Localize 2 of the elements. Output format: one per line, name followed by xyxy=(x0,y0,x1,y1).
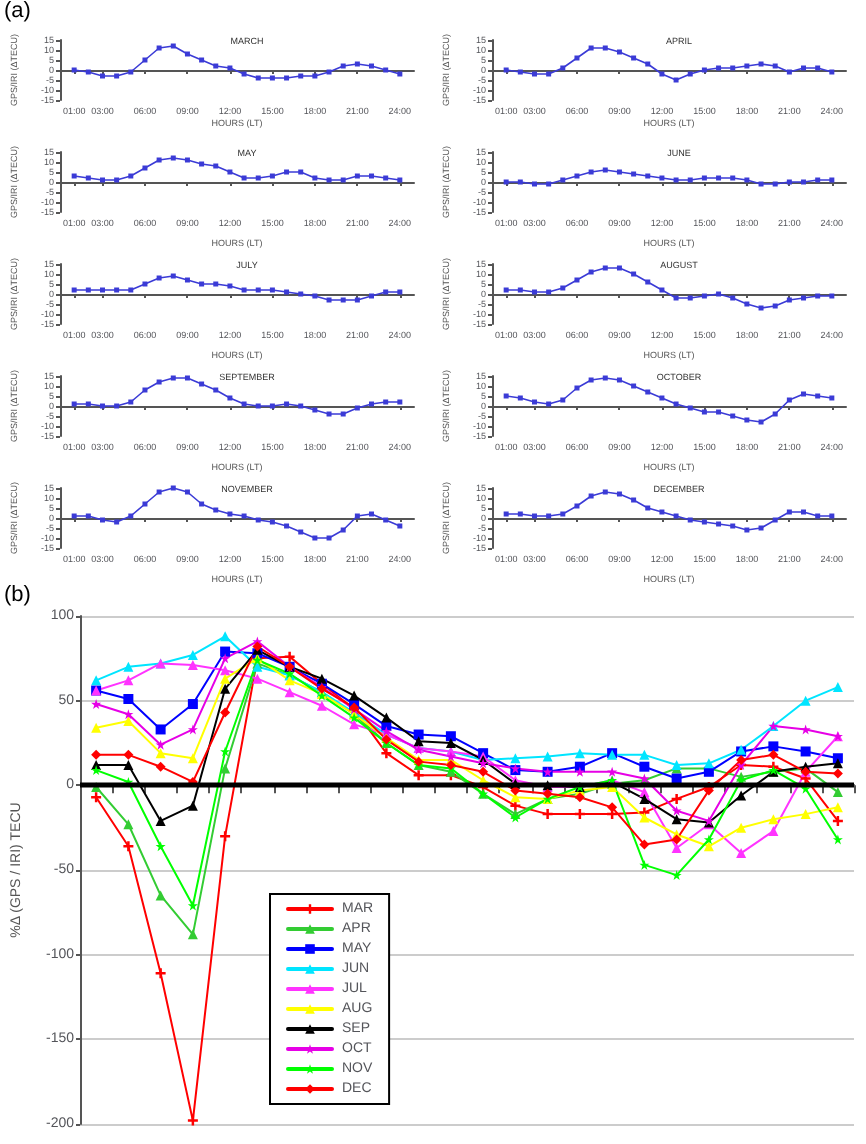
text: (b) xyxy=(4,583,31,607)
text: (a) xyxy=(4,0,31,23)
